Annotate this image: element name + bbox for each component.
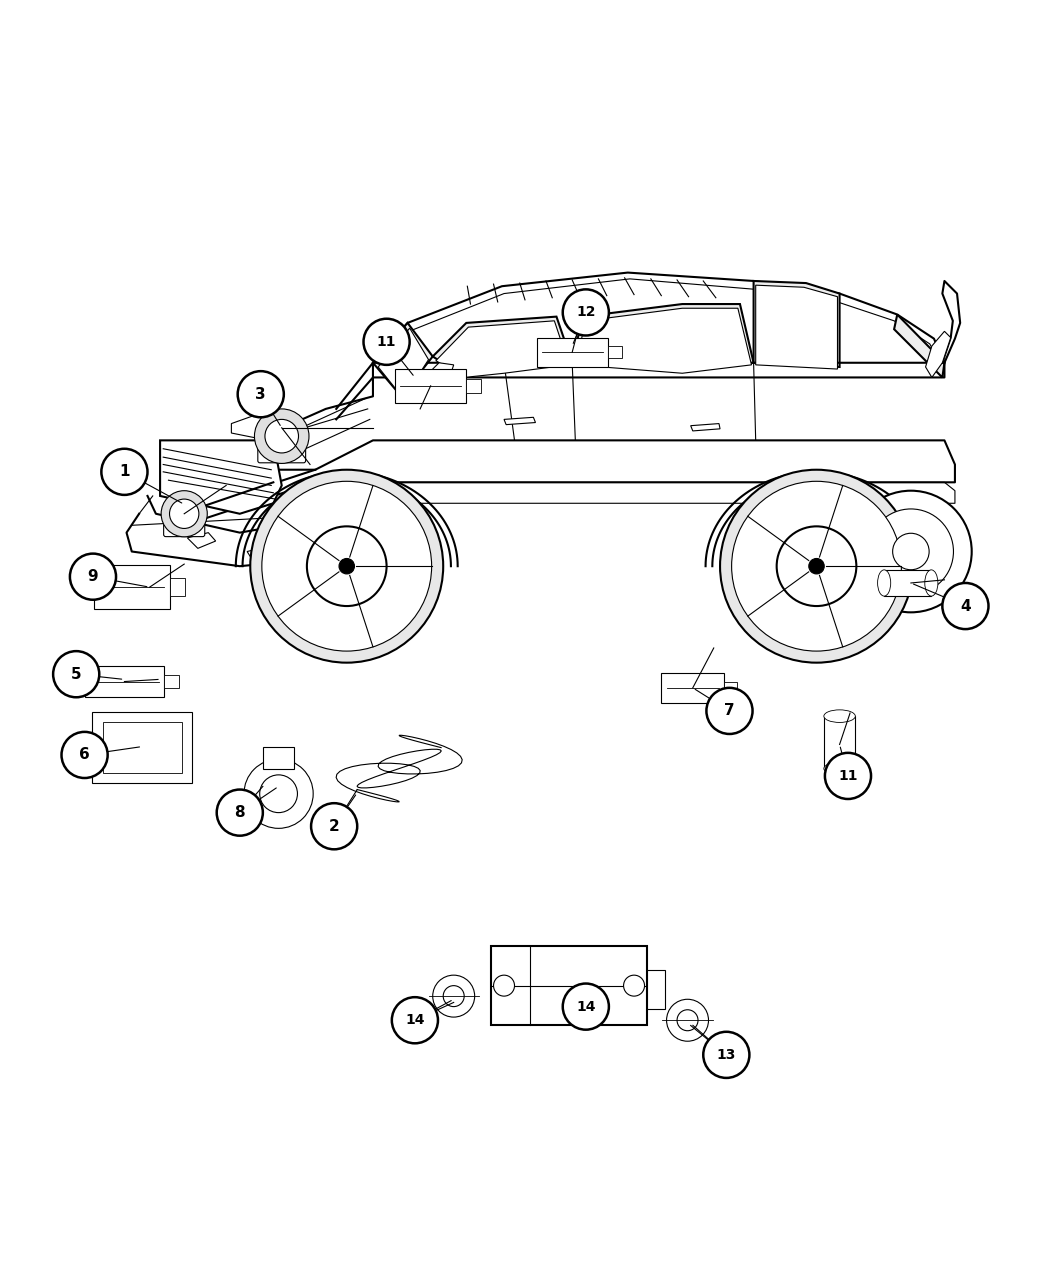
- FancyBboxPatch shape: [647, 970, 666, 1010]
- Polygon shape: [572, 303, 754, 371]
- FancyBboxPatch shape: [92, 711, 192, 783]
- Text: 13: 13: [717, 1048, 736, 1062]
- Polygon shape: [691, 423, 720, 431]
- Circle shape: [707, 687, 753, 734]
- FancyBboxPatch shape: [164, 516, 205, 537]
- Circle shape: [720, 469, 914, 663]
- Circle shape: [102, 449, 147, 495]
- Polygon shape: [756, 286, 838, 368]
- Ellipse shape: [824, 710, 856, 723]
- FancyBboxPatch shape: [662, 673, 724, 703]
- Polygon shape: [378, 328, 428, 398]
- Ellipse shape: [925, 570, 938, 597]
- Circle shape: [244, 759, 313, 829]
- Circle shape: [392, 997, 438, 1043]
- Polygon shape: [428, 363, 454, 377]
- Circle shape: [704, 1031, 750, 1077]
- Text: 6: 6: [79, 747, 90, 762]
- Circle shape: [216, 789, 262, 835]
- Ellipse shape: [878, 570, 890, 597]
- Text: 11: 11: [377, 335, 396, 349]
- Text: 14: 14: [576, 1000, 595, 1014]
- Circle shape: [850, 491, 971, 612]
- Polygon shape: [433, 316, 572, 375]
- Circle shape: [254, 409, 309, 463]
- Circle shape: [237, 371, 284, 417]
- Circle shape: [169, 499, 198, 528]
- Circle shape: [808, 558, 824, 574]
- FancyBboxPatch shape: [537, 338, 608, 367]
- FancyBboxPatch shape: [395, 368, 466, 403]
- Circle shape: [868, 509, 953, 594]
- Ellipse shape: [824, 762, 856, 775]
- Polygon shape: [436, 321, 569, 377]
- Circle shape: [942, 583, 988, 629]
- Circle shape: [563, 289, 609, 335]
- Circle shape: [250, 469, 443, 663]
- Text: 11: 11: [838, 769, 858, 783]
- Circle shape: [624, 975, 645, 996]
- FancyBboxPatch shape: [164, 676, 180, 687]
- Circle shape: [433, 975, 475, 1017]
- FancyBboxPatch shape: [466, 379, 481, 393]
- Polygon shape: [504, 417, 536, 425]
- FancyBboxPatch shape: [262, 747, 294, 769]
- FancyBboxPatch shape: [85, 666, 164, 697]
- Polygon shape: [373, 323, 433, 397]
- FancyBboxPatch shape: [491, 946, 647, 1025]
- Polygon shape: [575, 309, 752, 374]
- FancyBboxPatch shape: [608, 347, 622, 358]
- Polygon shape: [895, 315, 944, 377]
- Text: 8: 8: [234, 805, 245, 820]
- Circle shape: [265, 419, 298, 453]
- Circle shape: [259, 775, 297, 812]
- Polygon shape: [754, 280, 840, 367]
- Circle shape: [311, 803, 357, 849]
- Polygon shape: [160, 440, 281, 514]
- FancyBboxPatch shape: [884, 570, 931, 597]
- Text: 1: 1: [120, 464, 130, 479]
- Circle shape: [825, 752, 872, 799]
- Circle shape: [892, 533, 929, 570]
- Polygon shape: [925, 332, 950, 377]
- Text: 3: 3: [255, 386, 266, 402]
- FancyBboxPatch shape: [258, 440, 306, 463]
- Circle shape: [307, 527, 386, 606]
- Circle shape: [54, 652, 100, 697]
- FancyBboxPatch shape: [169, 579, 185, 595]
- Text: 14: 14: [405, 1014, 424, 1028]
- Circle shape: [62, 732, 108, 778]
- FancyBboxPatch shape: [824, 717, 856, 769]
- Polygon shape: [247, 546, 278, 560]
- Text: 7: 7: [724, 704, 735, 718]
- Circle shape: [443, 986, 464, 1006]
- Text: 2: 2: [329, 819, 339, 834]
- Text: 4: 4: [960, 598, 971, 613]
- Circle shape: [494, 975, 514, 996]
- Polygon shape: [187, 533, 215, 548]
- Circle shape: [261, 481, 432, 652]
- FancyBboxPatch shape: [94, 565, 169, 609]
- Circle shape: [363, 319, 410, 365]
- FancyBboxPatch shape: [74, 737, 92, 759]
- Text: 12: 12: [576, 306, 595, 320]
- Polygon shape: [231, 413, 286, 439]
- Circle shape: [667, 1000, 709, 1042]
- FancyBboxPatch shape: [103, 723, 182, 773]
- Circle shape: [161, 491, 207, 537]
- FancyBboxPatch shape: [724, 682, 737, 694]
- Circle shape: [339, 558, 355, 574]
- Circle shape: [732, 481, 901, 652]
- Circle shape: [777, 527, 857, 606]
- Circle shape: [70, 553, 117, 599]
- Circle shape: [563, 983, 609, 1030]
- Circle shape: [677, 1010, 698, 1030]
- Text: 5: 5: [71, 667, 82, 682]
- Text: 9: 9: [87, 569, 99, 584]
